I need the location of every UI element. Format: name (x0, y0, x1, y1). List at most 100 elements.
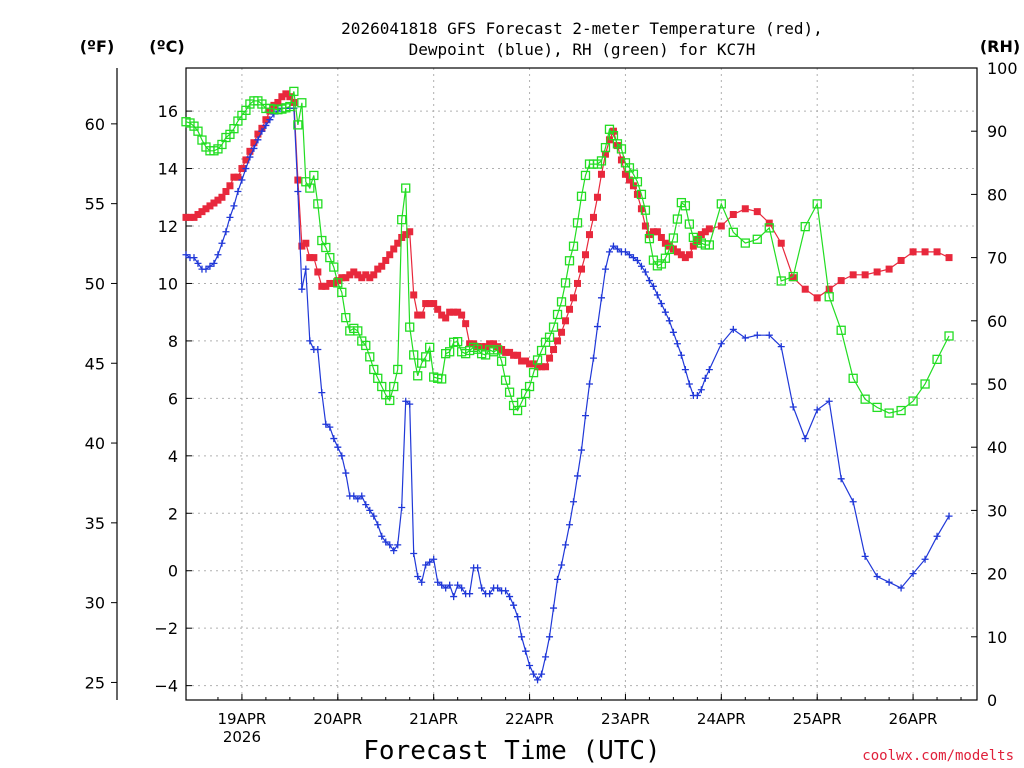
temperature-point (242, 156, 250, 164)
temperature-point (346, 271, 354, 279)
rh-unit-label: (RH) (980, 37, 1020, 56)
temperature-point (238, 165, 246, 173)
dewpoint-point (334, 443, 342, 451)
dewpoint-point (326, 423, 334, 431)
x-tick-label: 20APR (313, 710, 362, 728)
series-dewpoint (182, 104, 953, 684)
temperature-point (282, 90, 290, 98)
fahrenheit-tick-label: 60 (85, 115, 105, 134)
temperature-point (214, 196, 222, 204)
dewpoint-point (597, 294, 605, 302)
rh-point (636, 189, 647, 200)
rh-point (516, 397, 527, 407)
dewpoint-point (430, 555, 438, 563)
dewpoint-point (242, 165, 250, 173)
dewpoint-point (442, 584, 450, 592)
rh-point (704, 240, 714, 250)
dewpoint-point (825, 397, 833, 405)
temperature-point (378, 262, 386, 270)
celsius-tick-label: 6 (168, 389, 178, 408)
temperature-point (246, 147, 254, 155)
temperature-point (550, 346, 558, 354)
dewpoint-point (294, 188, 302, 196)
temperature-point (657, 233, 665, 241)
dewpoint-point (777, 343, 785, 351)
dewpoint-point (210, 259, 218, 267)
temperature-point (342, 274, 350, 282)
fahrenheit-tick-label: 25 (85, 673, 105, 692)
rh-point (193, 126, 203, 136)
fahrenheit-tick-label: 40 (85, 434, 105, 453)
temperature-point (186, 213, 194, 221)
temperature-point (933, 248, 941, 256)
temperature-point (641, 222, 649, 230)
dewpoint-point (218, 239, 226, 247)
dewpoint-point (386, 541, 394, 549)
dewpoint-point (661, 308, 669, 316)
dewpoint-point (374, 521, 382, 529)
temperature-point (458, 311, 466, 319)
temperature-point (585, 231, 593, 239)
temperature-point (506, 348, 514, 356)
temperature-point (673, 248, 681, 256)
dewpoint-point (450, 593, 458, 601)
dewpoint-point (641, 268, 649, 276)
dewpoint-point (581, 412, 589, 420)
temperature-point (182, 213, 190, 221)
rh-point (812, 199, 822, 209)
temperature-point (677, 251, 685, 259)
x-tick-sublabel: 2026 (223, 728, 261, 746)
temperature-point (546, 354, 554, 362)
temperature-point (514, 351, 522, 359)
dewpoint-point (342, 469, 350, 477)
dewpoint-point (266, 116, 274, 124)
dewpoint-point (414, 572, 422, 580)
temperature-point (446, 308, 454, 316)
temperature-point (741, 205, 749, 213)
fahrenheit-tick-label: 55 (85, 195, 105, 214)
rh-point (337, 287, 347, 298)
temperature-point (534, 363, 542, 371)
temperature-point (593, 193, 601, 201)
rh-point (672, 214, 683, 224)
dewpoint-point (378, 532, 386, 540)
rh-point (752, 234, 762, 244)
temperature-point (753, 208, 761, 216)
dewpoint-point (478, 584, 486, 592)
rh-tick-label: 50 (987, 375, 1007, 394)
temperature-point (574, 279, 582, 287)
temperature-point (450, 308, 458, 316)
dewpoint-point (741, 334, 749, 342)
temperature-point (198, 208, 206, 216)
rh-point (409, 350, 419, 360)
temperature-point (801, 285, 809, 293)
data-series (181, 86, 954, 684)
dewpoint-point (410, 549, 418, 557)
temperature-point (562, 317, 570, 325)
dewpoint-point (625, 251, 633, 259)
rh-tick-label: 20 (987, 565, 1007, 584)
temperature-point (418, 311, 426, 319)
dewpoint-point (673, 340, 681, 348)
rh-point (560, 278, 571, 288)
dewpoint-point (302, 265, 310, 273)
rh-point (680, 201, 691, 211)
x-tick-label: 26APR (889, 710, 938, 728)
dewpoint-point (306, 337, 314, 345)
temperature-point (426, 300, 434, 308)
temperature-point (210, 199, 218, 207)
dewpoint-point (562, 541, 570, 549)
dewpoint-point (538, 670, 546, 678)
celsius-tick-label: 12 (158, 217, 178, 236)
temperature-point (382, 256, 390, 264)
rh-point (640, 205, 651, 215)
dewpoint-point (434, 578, 442, 586)
temperature-point (202, 205, 210, 213)
dewpoint-point (322, 420, 330, 428)
rh-point (908, 396, 918, 406)
temperature-point (278, 93, 286, 101)
temperature-point (625, 176, 633, 184)
temperature-point (825, 285, 833, 293)
temperature-point (454, 308, 462, 316)
rh-point (329, 262, 339, 272)
